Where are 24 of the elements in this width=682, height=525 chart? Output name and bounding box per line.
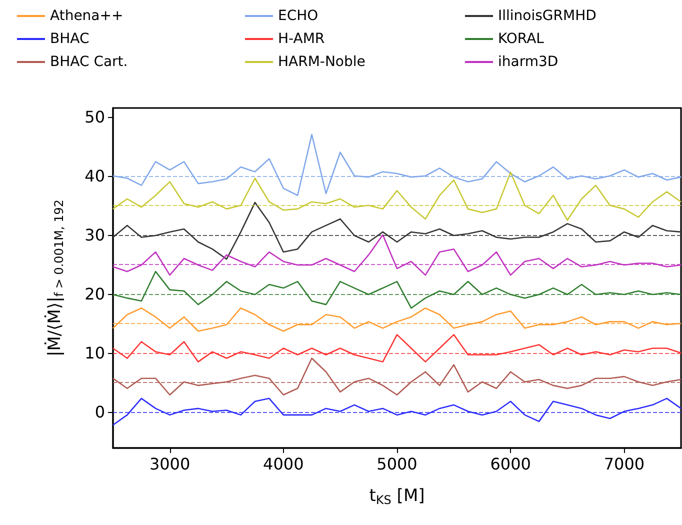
- legend-label: Athena++: [50, 8, 124, 24]
- line-series: [112, 172, 682, 221]
- y-tick-label: 50: [84, 107, 105, 126]
- line-series: [112, 358, 682, 396]
- x-tick-label: 5000: [376, 454, 418, 474]
- y-tick-label: 30: [84, 225, 105, 244]
- legend-label: iharm3D: [498, 54, 558, 70]
- y-tick-label: 40: [84, 166, 105, 186]
- y-tick-label: 20: [84, 284, 105, 304]
- legend-label: H-AMR: [278, 31, 325, 47]
- x-tick-label: 6000: [490, 454, 531, 474]
- legend-label: BHAC Cart.: [50, 54, 128, 70]
- x-tick-label: 7000: [604, 454, 645, 474]
- legend-label: BHAC: [50, 31, 90, 47]
- y-axis-title: |Ṁ/⟨Ṁ⟩|f > 0.001M, 192: [44, 200, 66, 356]
- legend-label: HARM-Noble: [278, 54, 366, 70]
- legend-label: IllinoisGRMHD: [498, 8, 596, 24]
- x-tick-label: 4000: [263, 454, 304, 474]
- x-tick-label: 3000: [149, 454, 190, 474]
- legend-label: KORAL: [498, 31, 544, 47]
- y-tick-label: 0: [94, 402, 105, 422]
- y-tick-label: 10: [84, 343, 105, 362]
- legend-label: ECHO: [278, 8, 318, 24]
- line-series: [112, 398, 682, 426]
